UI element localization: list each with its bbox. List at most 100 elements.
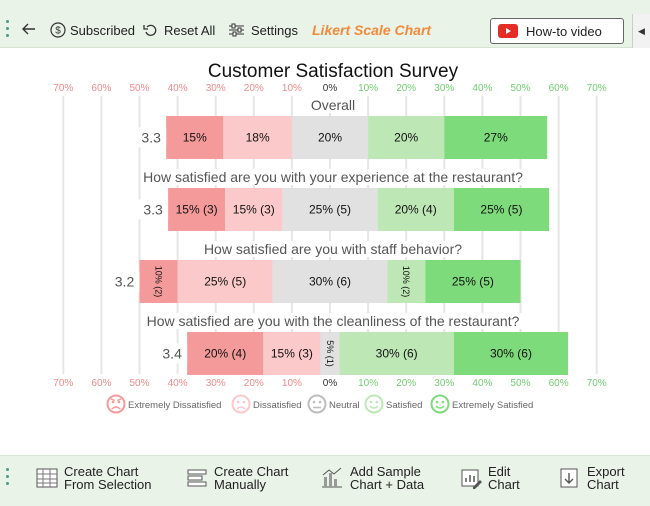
mean-score-label: 3.2	[115, 274, 135, 290]
bar-segment	[187, 332, 264, 375]
tick-label-bottom: 20%	[396, 378, 416, 389]
howto-video-label: How-to video	[526, 23, 602, 39]
tick-label-bottom: 30%	[434, 378, 454, 389]
tick-label-bottom: 40%	[168, 378, 188, 389]
add-sample-button[interactable]: Add Sample Chart + Data	[320, 462, 424, 494]
tick-label-top: 60%	[549, 83, 569, 94]
bar-segment	[272, 260, 388, 303]
reset-all-button[interactable]: Reset All	[143, 22, 215, 38]
tick-label-bottom: 30%	[206, 378, 226, 389]
bar-segment	[263, 332, 321, 375]
tick-label-bottom: 20%	[244, 378, 264, 389]
bar-segment	[177, 260, 273, 303]
bar-segment	[225, 188, 283, 231]
tick-label-top: 70%	[53, 83, 73, 94]
tick-label-top: 60%	[91, 83, 111, 94]
bar-segment	[223, 116, 292, 159]
bottom-toolbar-grip[interactable]	[6, 468, 9, 489]
tick-label-top: 70%	[587, 83, 607, 94]
question-label-bg	[201, 241, 465, 257]
tick-label-top: 0%	[323, 83, 338, 94]
bar-value-label: 27%	[484, 131, 508, 145]
tick-label-bottom: 0%	[323, 378, 338, 389]
bar-segment	[453, 188, 550, 231]
bar-value-label: 30% (6)	[490, 347, 532, 361]
create-manually-label: Create Chart Manually	[214, 464, 289, 492]
settings-button[interactable]: Settings	[228, 22, 298, 38]
question-label-bg	[308, 97, 358, 113]
legend-item: Satisfied	[364, 394, 422, 414]
bar-segment	[377, 188, 454, 231]
bar-value-label: 25% (5)	[204, 275, 246, 289]
bar-segment	[444, 116, 548, 159]
score-label-bg	[138, 199, 169, 220]
back-button[interactable]	[22, 22, 36, 36]
question-label-bg	[144, 313, 522, 329]
bar-value-label: 18%	[246, 131, 270, 145]
bar-value-label: 25% (5)	[309, 203, 351, 217]
create-manually-button[interactable]: Create Chart Manually	[186, 462, 288, 494]
sad-face-icon	[231, 394, 251, 414]
question-label: Overall	[311, 97, 355, 113]
chart-title: Customer Satisfaction Survey	[208, 61, 459, 82]
edit-chart-label: Edit Chart	[488, 464, 520, 492]
bar-segment	[168, 188, 226, 231]
bar-value-label: 20%	[394, 131, 418, 145]
subscribed-button[interactable]: $ Subscribed	[50, 22, 135, 38]
tick-label-top: 20%	[396, 83, 416, 94]
youtube-icon	[498, 24, 518, 38]
neutral-face-icon	[307, 394, 327, 414]
legend-item: Extremely Satisfied	[430, 394, 533, 414]
create-from-selection-button[interactable]: Create Chart From Selection	[36, 462, 151, 494]
grin-face-icon	[430, 394, 450, 414]
tick-label-bottom: 10%	[358, 378, 378, 389]
reset-all-label: Reset All	[164, 22, 216, 38]
tick-label-top: 10%	[358, 83, 378, 94]
bar-value-label: 10% (2)	[401, 266, 411, 298]
legend-item: Dissatisfied	[231, 394, 302, 414]
sample-chart-icon	[322, 467, 342, 488]
legend-label: Satisfied	[386, 400, 422, 411]
export-chart-button[interactable]: Export Chart	[559, 462, 625, 494]
score-label-bg	[136, 127, 167, 148]
mean-score-label: 3.3	[141, 130, 161, 146]
howto-video-button[interactable]: How-to video	[490, 18, 624, 44]
tick-label-top: 40%	[472, 83, 492, 94]
export-chart-label: Export Chart	[587, 464, 625, 492]
settings-label: Settings	[251, 22, 298, 38]
bar-value-label: 15%	[183, 131, 207, 145]
export-icon	[560, 468, 578, 488]
angry-face-icon	[106, 394, 126, 414]
collapse-panel-button[interactable]: ◀	[632, 14, 650, 48]
tick-label-top: 10%	[282, 83, 302, 94]
bar-segment	[368, 116, 445, 159]
tick-label-bottom: 50%	[129, 378, 149, 389]
legend-label: Extremely Satisfied	[452, 400, 533, 411]
bar-value-label: 15% (3)	[176, 203, 218, 217]
chevron-left-icon: ◀	[638, 25, 645, 36]
edit-chart-button[interactable]: Edit Chart	[460, 462, 520, 494]
bar-value-label: 20% (4)	[204, 347, 246, 361]
undo-icon	[143, 24, 157, 36]
bar-segment	[425, 260, 521, 303]
create-from-selection-label: Create Chart From Selection	[64, 464, 152, 492]
tick-label-bottom: 60%	[91, 378, 111, 389]
tick-label-bottom: 40%	[472, 378, 492, 389]
tick-label-top: 30%	[434, 83, 454, 94]
legend-label: Neutral	[329, 400, 360, 411]
toolbar-grip[interactable]	[6, 20, 9, 41]
tick-label-top: 40%	[168, 83, 188, 94]
bar-segment	[291, 116, 369, 159]
tick-label-top: 20%	[244, 83, 264, 94]
tick-label-bottom: 70%	[587, 378, 607, 389]
tick-label-top: 50%	[510, 83, 530, 94]
bar-value-label: 5% (1)	[325, 340, 335, 367]
question-label: How satisfied are you with your experien…	[143, 169, 523, 185]
arrow-left-icon	[22, 23, 35, 35]
legend-item: Extremely Dissatisfied	[106, 394, 221, 414]
mean-score-label: 3.4	[162, 346, 182, 362]
bar-value-label: 25% (5)	[480, 203, 522, 217]
bar-value-label: 15% (3)	[271, 347, 313, 361]
legend-label: Extremely Dissatisfied	[128, 400, 221, 411]
sliders-icon	[229, 23, 244, 37]
